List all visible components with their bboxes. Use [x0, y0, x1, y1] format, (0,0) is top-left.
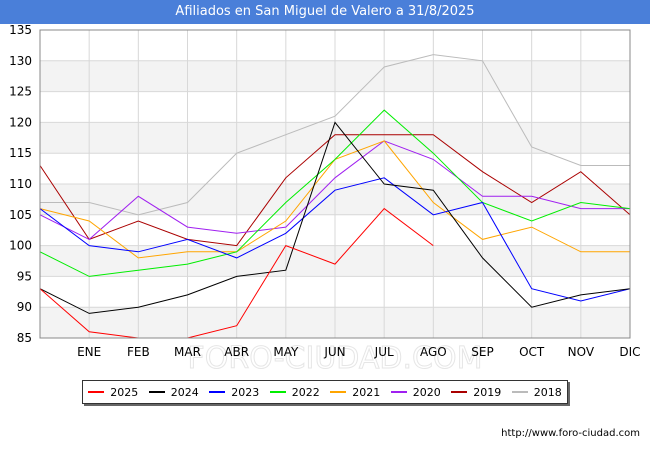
legend-item-2018: 2018 [511, 385, 562, 399]
y-tick-label: 110 [9, 177, 32, 191]
legend-item-2023: 2023 [209, 386, 259, 399]
legend-item-2022: 2022 [269, 385, 320, 399]
series-line-2022 [40, 109, 630, 277]
series-line-2025 [40, 207, 434, 338]
x-tick-label: DIC [619, 345, 640, 359]
legend-item-2021: 2021 [330, 386, 380, 399]
legend-item-2020: 2020 [390, 385, 441, 399]
y-tick-label: 115 [9, 146, 32, 160]
legend-label: 2018 [533, 385, 562, 399]
x-tick-label: ENE [77, 345, 101, 359]
y-tick-label: 105 [9, 208, 32, 222]
legend-swatch [451, 391, 468, 393]
legend-item-2024: 2024 [148, 385, 199, 399]
legend-label: 2025 [110, 385, 139, 399]
x-tick-label: FEB [127, 345, 150, 359]
legend-swatch [209, 391, 226, 393]
x-tick-label: JUL [374, 345, 394, 359]
x-tick-label: JUN [323, 345, 345, 359]
plot-frame [39, 29, 631, 339]
y-tick-label: 90 [17, 300, 32, 314]
y-tick-label: 85 [17, 331, 32, 345]
legend-item-2025: 2025 [88, 386, 138, 399]
x-tick-label: SEP [471, 345, 493, 359]
legend-swatch [269, 391, 286, 393]
y-tick-label: 135 [9, 23, 32, 37]
legend-label: 2024 [170, 385, 199, 399]
legend-swatch [511, 391, 528, 393]
y-tick-label: 100 [9, 239, 32, 253]
legend-label: 2022 [291, 385, 320, 399]
legend-label: 2023 [231, 385, 260, 399]
series-line-2018 [40, 54, 630, 216]
legend-swatch [148, 391, 165, 393]
watermark: FORO-CIUDAD.COM [188, 341, 483, 376]
legend-label: 2020 [412, 385, 441, 399]
legend: 2025 2024 2023 2022 2021 2020 2019 2018 [82, 380, 568, 404]
footer-url[interactable]: http://www.foro-ciudad.com [501, 428, 640, 439]
legend-swatch [390, 391, 407, 393]
legend-swatch [330, 391, 347, 393]
x-tick-label: OCT [519, 345, 545, 359]
legend-item-2019: 2019 [451, 386, 501, 399]
x-tick-label: MAR [174, 345, 201, 359]
x-tick-label: MAY [273, 345, 299, 359]
x-tick-label: ABR [224, 345, 249, 359]
x-tick-label: NOV [568, 345, 595, 359]
x-tick-label: AGO [420, 345, 447, 359]
y-tick-label: 130 [9, 54, 32, 68]
legend-label: 2021 [352, 385, 381, 399]
legend-label: 2019 [473, 385, 502, 399]
chart-title: Afiliados en San Miguel de Valero a 31/8… [0, 0, 650, 24]
series-line-2024 [40, 121, 630, 314]
legend-swatch [88, 391, 105, 393]
series-line-2019 [40, 134, 630, 247]
y-tick-label: 120 [9, 115, 32, 129]
y-tick-label: 95 [17, 269, 32, 283]
series-line-2020 [40, 140, 630, 240]
series-line-2023 [40, 177, 630, 302]
y-tick-label: 125 [9, 85, 32, 99]
